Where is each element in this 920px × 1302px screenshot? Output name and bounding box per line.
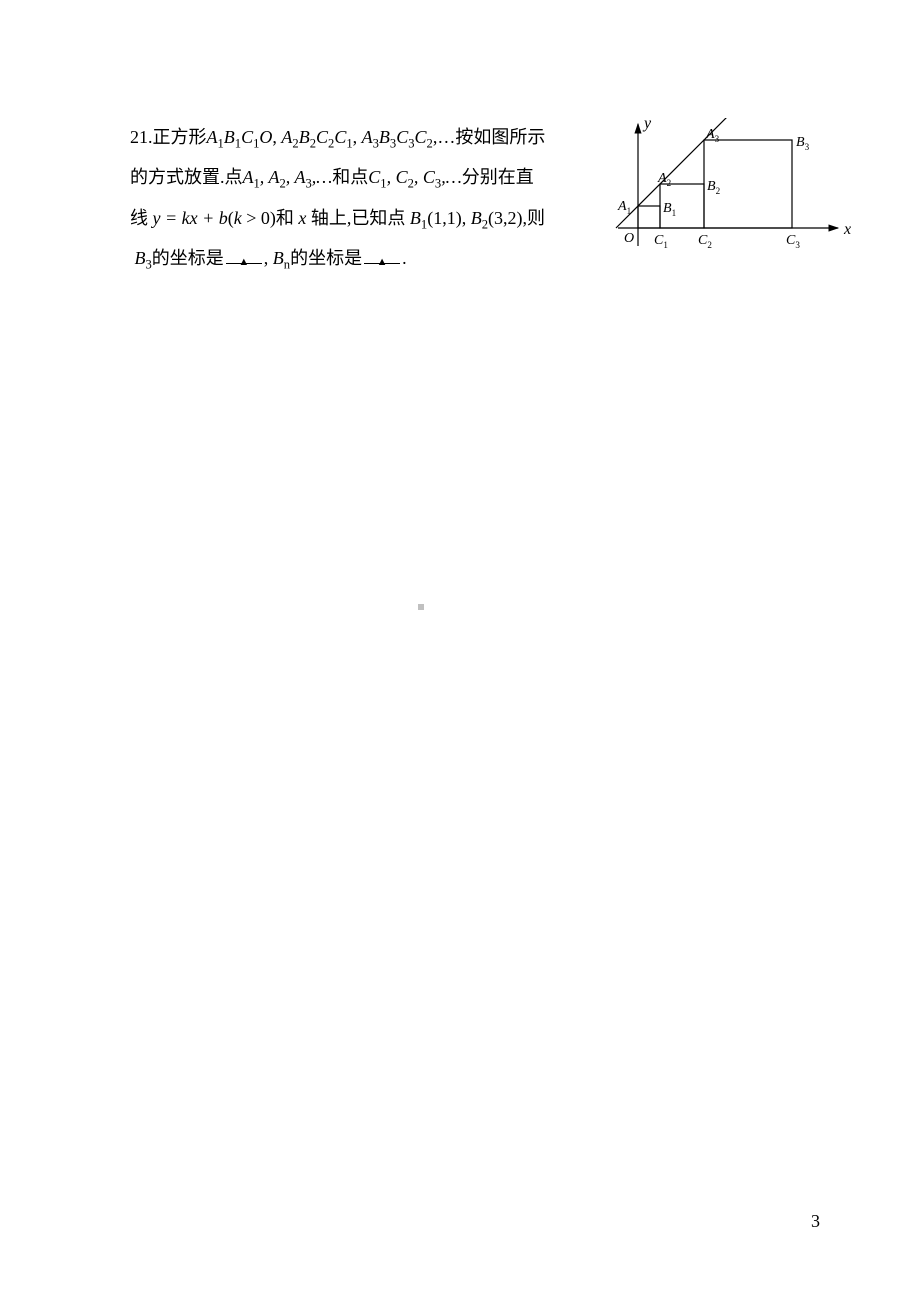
square-2: A2B2C2C1 (281, 127, 352, 147)
bn-label: Bn (273, 248, 290, 268)
svg-text:C3: C3 (786, 233, 800, 250)
problem-text: 21.正方形A1B1C1O, A2B2C2C1, A3B3C3C2,…按如图所示… (130, 118, 546, 279)
b3-label: B3 (135, 248, 152, 268)
svg-text:x: x (843, 221, 851, 238)
svg-text:A2: A2 (657, 171, 672, 188)
svg-text:y: y (642, 118, 652, 132)
svg-text:B2: B2 (707, 179, 721, 196)
svg-text:C2: C2 (698, 233, 712, 250)
points-c: C1, C2, C3,… (368, 167, 461, 187)
square-1: A1B1C1O (207, 127, 273, 147)
point-b2: B2 (471, 208, 488, 228)
equation: y = kx + b (153, 208, 228, 228)
svg-text:A1: A1 (617, 199, 631, 216)
points-a: A1, A2, A3,… (243, 167, 333, 187)
problem-number: 21. (130, 127, 153, 147)
svg-text:B3: B3 (796, 135, 810, 152)
square-3: A3B3C3C2 (362, 127, 433, 147)
content-area: 21.正方形A1B1C1O, A2B2C2C1, A3B3C3C2,…按如图所示… (130, 118, 820, 279)
blank-2 (364, 246, 400, 264)
blank-1 (226, 246, 262, 264)
line-4: B3的坐标是, Bn的坐标是. (130, 239, 546, 279)
page-number: 3 (811, 1211, 820, 1232)
svg-text:C1: C1 (654, 233, 668, 250)
svg-text:B1: B1 (663, 201, 676, 218)
svg-text:A3: A3 (705, 127, 720, 144)
line-2: 的方式放置.点A1, A2, A3,…和点C1, C2, C3,…分别在直 (130, 158, 546, 198)
svg-text:O: O (624, 231, 634, 246)
line-1: 21.正方形A1B1C1O, A2B2C2C1, A3B3C3C2,…按如图所示 (130, 118, 546, 158)
line-3: 线 y = kx + b(k > 0)和 x 轴上,已知点 B1(1,1), B… (130, 199, 546, 239)
watermark-dot (418, 604, 424, 610)
diagram: y x O A1 A2 A3 B1 B2 B3 C1 C2 C3 (610, 118, 860, 278)
point-b1: B1 (410, 208, 427, 228)
